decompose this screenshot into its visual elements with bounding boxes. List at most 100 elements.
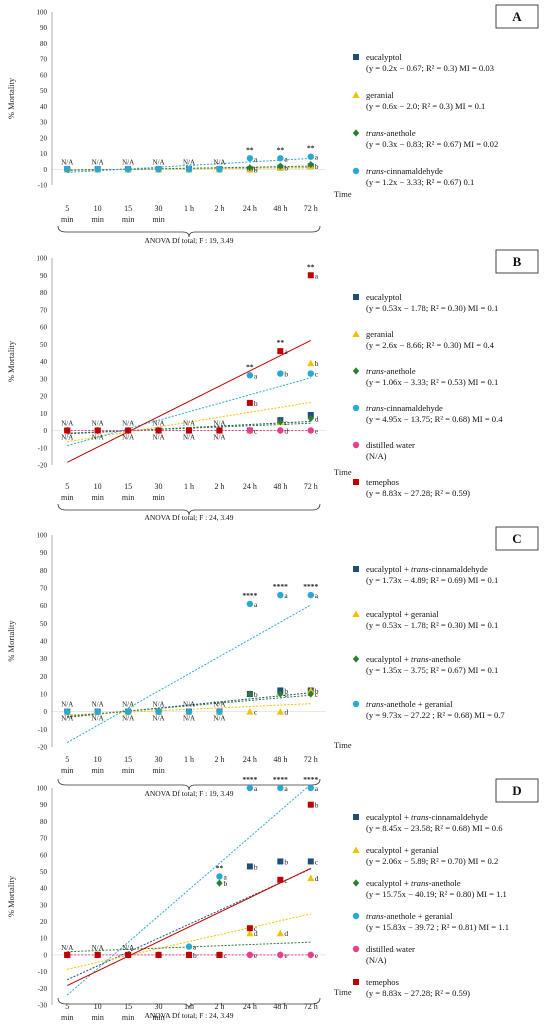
data-point [246,863,253,870]
y-tick-label: 30 [40,375,48,383]
trendline [67,941,311,953]
y-tick-label: 50 [40,868,48,876]
x-brace [57,503,321,516]
anova-label: ANOVA Df total; F : 24, 3.49 [144,1011,233,1020]
data-point [277,591,284,599]
significance-letter: d [284,708,288,717]
data-point [307,160,314,169]
data-point [307,686,315,694]
y-tick-label: -10 [38,444,48,452]
na-label: N/A [122,434,134,442]
significance-stars: **** [242,591,257,600]
x-brace [57,225,321,238]
significance-letter: a [315,153,319,162]
data-point [307,951,314,959]
legend-name: eucalyptol + geranial [366,609,439,619]
na-label: N/A [61,701,73,709]
data-point [277,427,284,434]
na-label: N/A [61,715,73,723]
trendline [67,868,311,981]
data-point [246,372,254,379]
data-point [277,418,284,426]
data-point [307,370,314,377]
trendline [67,703,311,716]
significance-stars: **** [273,775,288,784]
y-tick-label: 0 [44,951,48,959]
significance-stars: ** [216,863,224,872]
legend-name: eucalyptol [366,292,402,302]
y-tick-label: 100 [37,255,48,263]
data-point [307,414,314,423]
legend-detail: (N/A) [366,451,387,461]
y-tick-label: -20 [38,744,48,752]
y-tick-label: 60 [40,71,48,79]
y-tick-label: -10 [38,726,48,734]
x-tick-label: 1 h [184,755,194,764]
significance-letter: b [254,862,258,871]
y-tick-label: -10 [38,182,48,190]
data-point [246,929,254,937]
significance-stars: **** [273,582,288,591]
x-tick-label: 24 h [243,755,257,764]
x-tick-label: 30 min [152,755,164,775]
x-tick-label: 2 h [214,755,224,764]
y-axis-label: % Mortality [6,340,16,382]
x-tick-label: 15 min [122,204,134,224]
significance-stars: ** [246,362,254,371]
y-tick-label: 0 [44,708,48,716]
y-tick-label: -20 [38,985,48,993]
significance-letter: c [223,951,227,960]
panel-letter-box [495,4,539,29]
data-point [155,166,162,173]
significance-stars: **** [242,775,257,784]
data-point [185,708,193,715]
panel-b: B -20 -10 0 10 20 30 40 50 60 70 80 90 100 % Mortality… [6,249,539,522]
na-label: N/A [153,420,165,428]
legend-marker [352,945,360,953]
data-point [307,427,314,434]
data-point [216,708,223,715]
na-label: N/A [122,715,134,723]
panel-letter-box [495,249,539,274]
x-tick-label: 1 h [184,204,194,213]
legend-marker [352,404,360,412]
y-tick-label: 100 [37,9,48,17]
legend-detail: (y = 0.3x − 0.83; R² = 0.67) MI = 0.02 [366,139,498,149]
data-point [94,951,101,958]
x-tick-label: 15 min [122,755,134,775]
data-point [277,951,284,959]
significance-stars: ** [246,145,254,154]
panel-a: A -10 0 10 20 30 40 50 60 70 80 90 100 % Mortality 5 mi… [6,4,539,245]
y-tick-label: 100 [37,785,48,793]
y-tick-label: 50 [40,341,48,349]
significance-stars: **** [303,582,318,591]
trendline [67,401,311,443]
trendline [66,604,312,743]
significance-letter: b [315,162,319,171]
legend-name: trans-anethole + geranial [366,699,453,709]
na-label: N/A [153,715,165,723]
legend-marker [352,330,360,337]
data-point [125,427,132,434]
x-tick-label: 2 h [214,482,224,491]
legend-detail: (y = 8.45x − 23.58; R² = 0.68) MI = 0.6 [366,823,503,833]
x-tick-label: 48 h [273,482,287,491]
legend-detail: (y = 8.83x − 27.28; R² = 0.59) [366,988,470,998]
data-point [185,166,193,173]
data-point [276,929,284,937]
significance-letter: a [284,347,288,356]
significance-letter: d [254,929,258,938]
x-tick-label: 5 min [61,482,73,502]
y-tick-label: 60 [40,851,48,859]
significance-letter: b [284,686,288,695]
data-point [64,166,71,173]
na-label: N/A [183,420,195,428]
data-point [277,348,284,355]
legend-detail: (y = 0.53x − 1.78; R² = 0.30) MI = 0.1 [366,303,498,313]
y-axis-label: % Mortality [6,875,16,917]
data-point [276,708,284,715]
panel-letter: B [513,254,522,269]
data-point [277,784,284,792]
na-label: N/A [183,158,195,166]
